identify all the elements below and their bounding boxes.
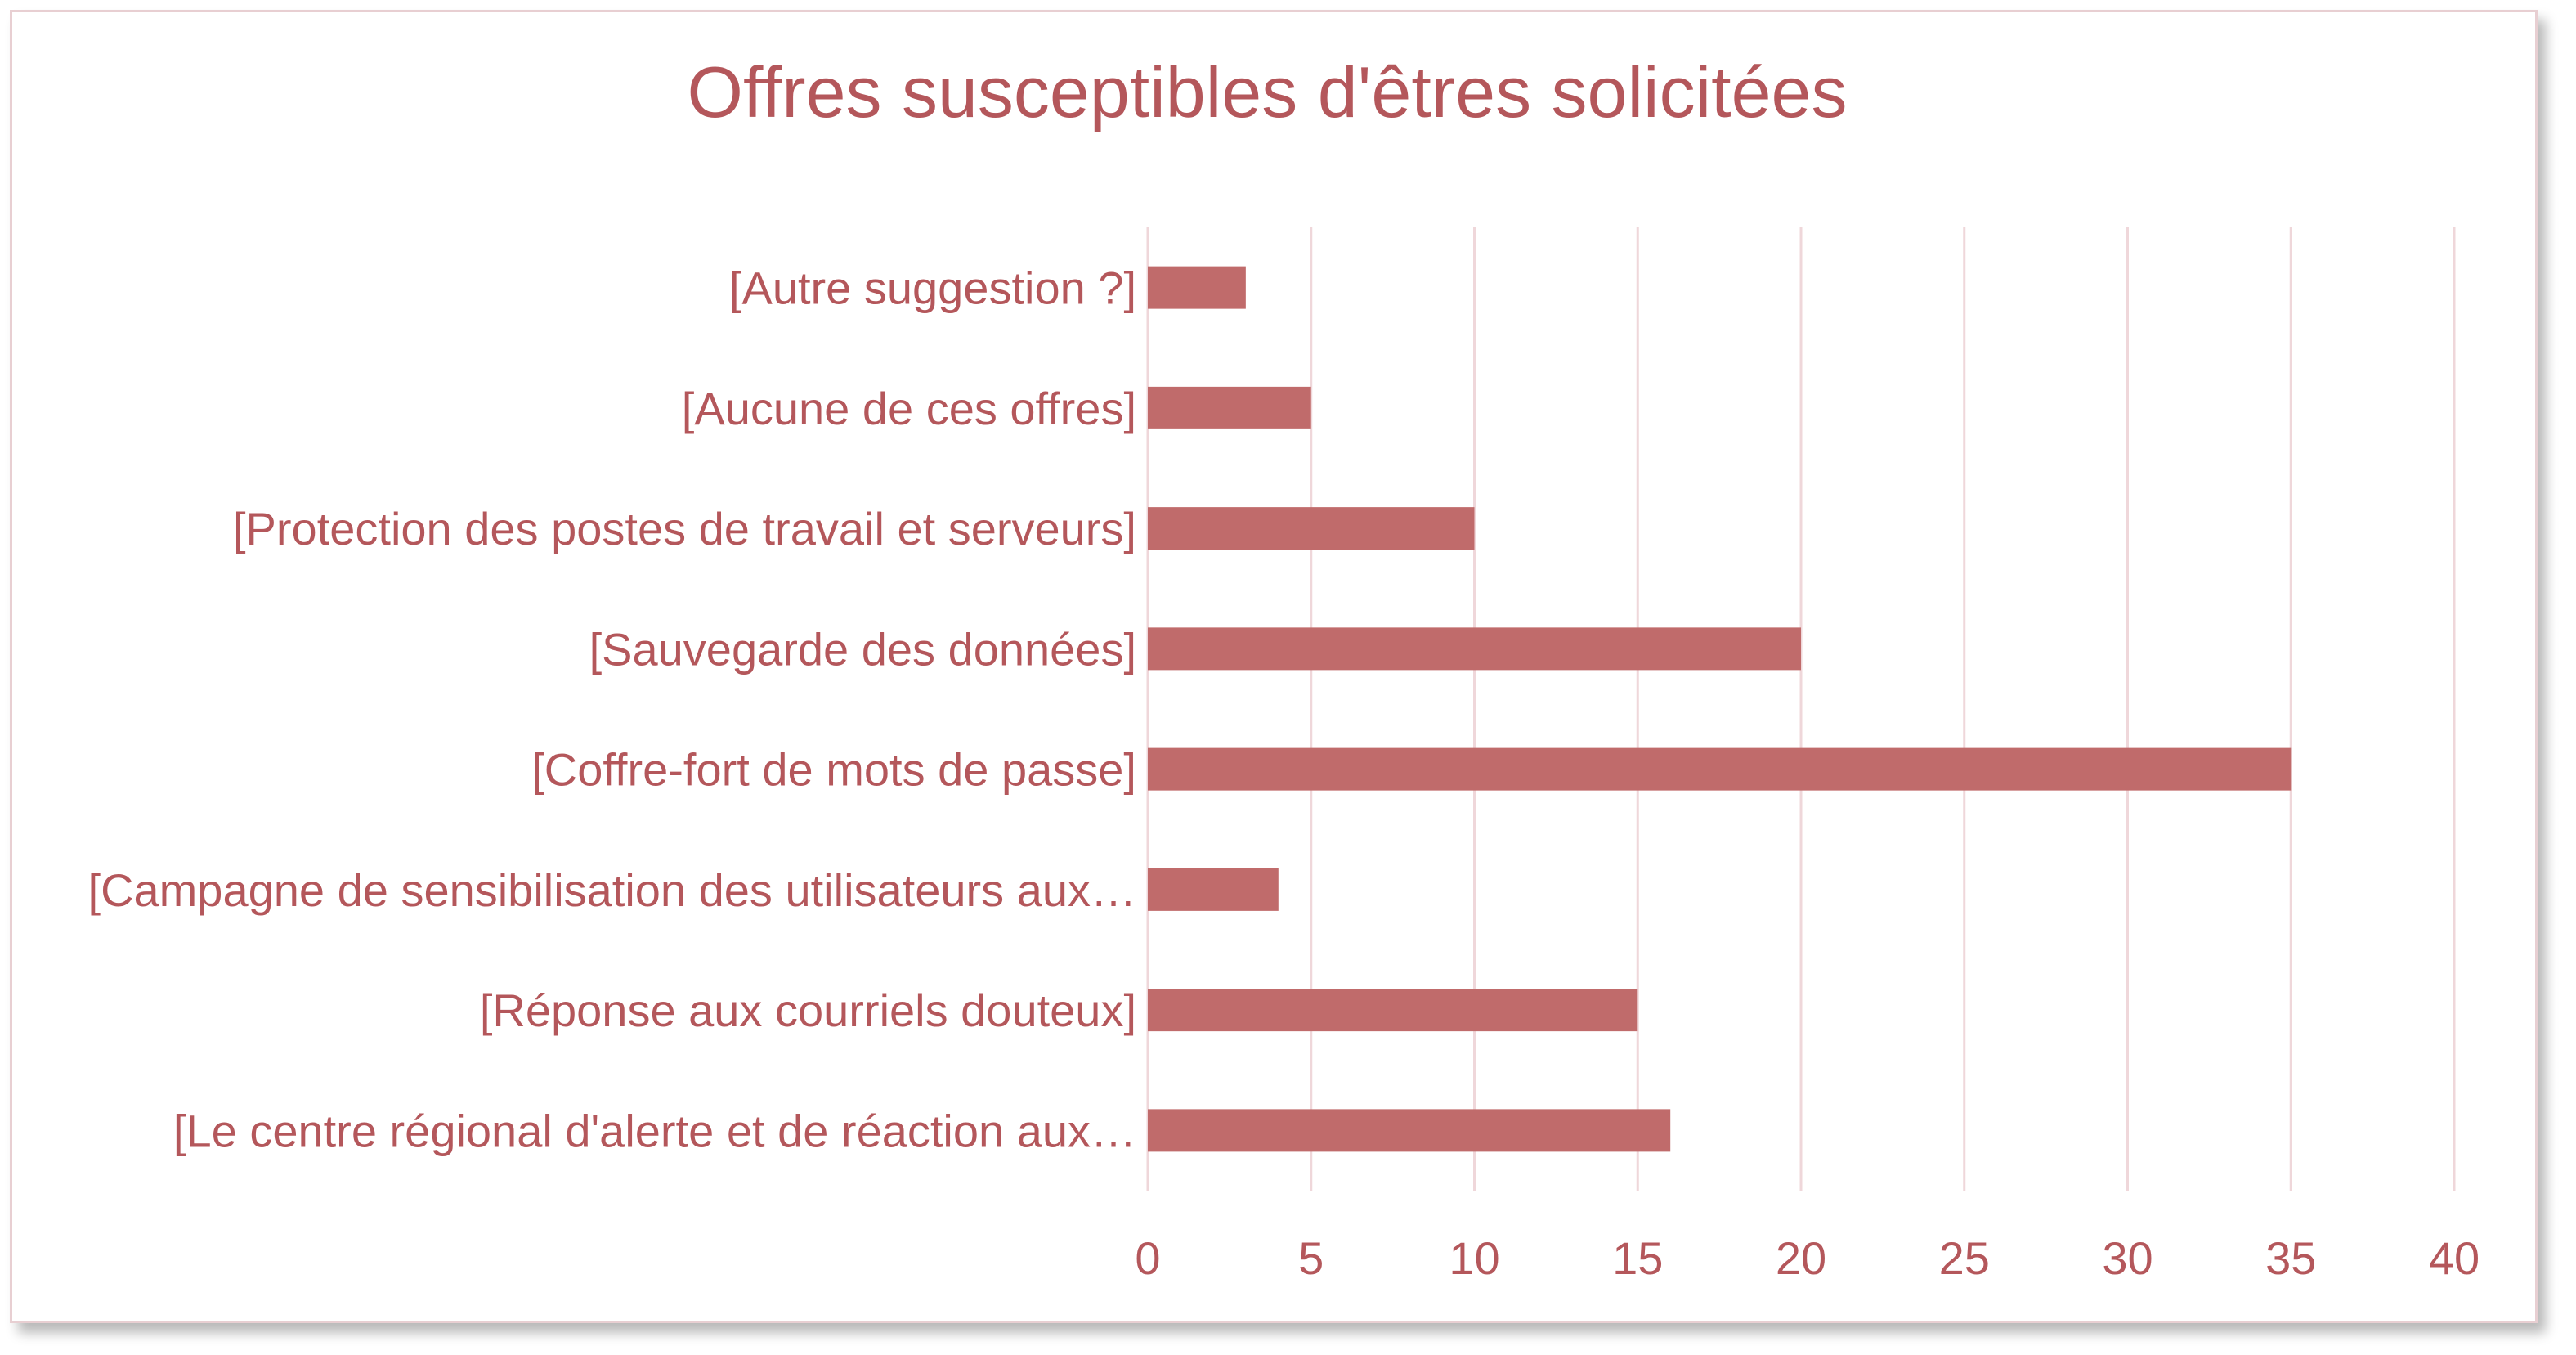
- x-tick-label: 30: [2102, 1232, 2153, 1284]
- x-tick-label: 35: [2265, 1232, 2316, 1284]
- bar: [1148, 1109, 1671, 1152]
- bar: [1148, 507, 1475, 550]
- gridlines: [1146, 227, 2456, 1191]
- category-labels: [Autre suggestion ?] [Aucune de ces offre…: [88, 262, 1136, 1157]
- x-tick-label: 15: [1612, 1232, 1663, 1284]
- category-label: [Aucune de ces offres]: [682, 383, 1136, 434]
- x-tick-label: 10: [1449, 1232, 1499, 1284]
- x-tick-label: 5: [1298, 1232, 1324, 1284]
- category-label: [Réponse aux courriels douteux]: [480, 985, 1136, 1036]
- category-label: [Autre suggestion ?]: [729, 262, 1136, 314]
- chart-title: Offres susceptibles d'êtres solicitées: [687, 52, 1848, 132]
- category-label: [Sauvegarde des données]: [589, 623, 1136, 675]
- category-label: [Coffre-fort de mots de passe]: [531, 744, 1136, 796]
- bar: [1148, 868, 1279, 911]
- category-label: [Campagne de sensibilisation des utilisa…: [88, 864, 1136, 916]
- bar: [1148, 386, 1311, 429]
- x-tick-label: 20: [1776, 1232, 1826, 1284]
- bar: [1148, 747, 2292, 791]
- x-tick-label: 40: [2429, 1232, 2480, 1284]
- x-tick-label: 25: [1939, 1232, 1990, 1284]
- bar: [1148, 627, 1801, 671]
- bar: [1148, 989, 1638, 1032]
- x-tick-label: 0: [1135, 1232, 1160, 1284]
- category-label: [Protection des postes de travail et ser…: [233, 503, 1136, 554]
- category-label: [Le centre régional d'alerte et de réact…: [173, 1105, 1136, 1156]
- bar: [1148, 266, 1246, 309]
- x-tick-labels: 0 5 10 15 20 25 30 35 40: [1135, 1232, 2480, 1284]
- bars: [1148, 266, 2292, 1152]
